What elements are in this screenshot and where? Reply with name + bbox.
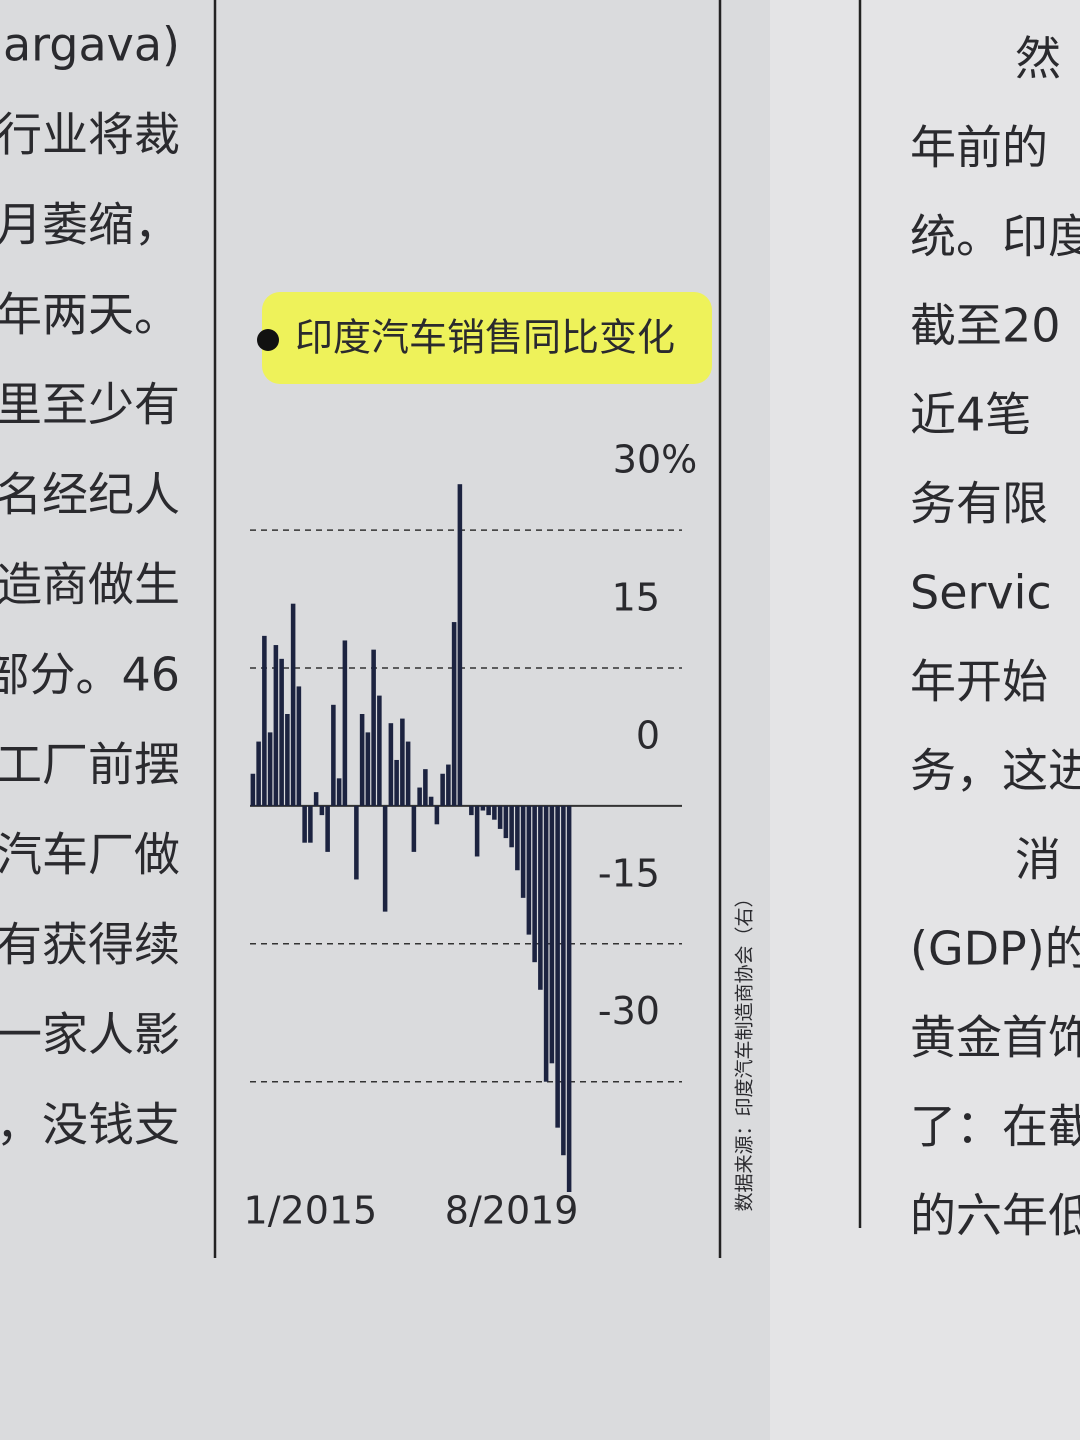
bar [405, 741, 411, 806]
body-text: 年两天。 [0, 288, 180, 342]
x-tick-label: 8/2019 [445, 1189, 579, 1233]
body-text: 消 [1015, 833, 1061, 887]
body-text: Servic [910, 566, 1052, 620]
body-text: 里至少有 [0, 378, 180, 432]
bar [561, 805, 566, 1156]
bar [411, 805, 417, 852]
bar [250, 773, 256, 806]
bar [273, 645, 279, 806]
bar [342, 640, 348, 806]
bar [520, 805, 526, 898]
bar [428, 796, 434, 806]
bar [331, 704, 336, 806]
bar [457, 484, 463, 806]
bar [451, 622, 457, 806]
bar [365, 732, 371, 806]
body-text: 近4笔 [910, 388, 1031, 442]
bar [302, 805, 307, 843]
body-text: 统。印度 [910, 210, 1080, 264]
bar [543, 805, 549, 1082]
source: 数据来源：印度汽车制造商协会（右） [734, 888, 756, 1211]
chart-title: 印度汽车销售同比变化 [295, 316, 675, 360]
bar [308, 805, 313, 843]
body-text: argava) [3, 18, 180, 72]
bar [256, 741, 261, 806]
body-text: 工厂前摆 [0, 738, 180, 792]
bar [486, 805, 491, 816]
bar [555, 805, 560, 1128]
bar [290, 603, 296, 806]
bar [400, 718, 405, 806]
body-text: 月萎缩， [0, 198, 180, 252]
bar [446, 764, 451, 806]
bar [423, 769, 428, 806]
bar [515, 805, 520, 871]
body-text: 务有限 [910, 477, 1048, 531]
y-tick-label: -15 [598, 851, 660, 895]
bar [417, 787, 422, 806]
bar [566, 805, 572, 1192]
y-tick-label: -30 [598, 989, 660, 1033]
bar [285, 714, 290, 806]
bar [532, 805, 537, 963]
bar [440, 773, 445, 806]
body-text: 截至20 [910, 299, 1061, 353]
bar [509, 805, 514, 848]
bar [549, 805, 555, 1064]
body-text: 了：在截 [910, 1100, 1080, 1154]
title-bullet [257, 329, 279, 351]
y-tick-label: 0 [636, 713, 660, 757]
bar [526, 805, 532, 935]
bar [371, 649, 376, 806]
bar [359, 714, 365, 806]
bar [382, 805, 388, 912]
bar [492, 805, 497, 820]
body-text: 名经纪人 [0, 468, 180, 522]
body-text: 有获得续 [0, 918, 180, 972]
body-text: 年开始 [910, 655, 1048, 709]
bar [497, 805, 503, 829]
x-tick-label: 1/2015 [244, 1189, 378, 1233]
bar [394, 759, 399, 806]
highlight [262, 292, 712, 384]
bar [388, 723, 394, 806]
bar [336, 778, 342, 806]
body-text: 一家人影 [0, 1008, 180, 1062]
y-tick-label: 15 [612, 576, 660, 620]
bar [377, 695, 382, 806]
body-text: 然 [1015, 32, 1061, 86]
body-text: 务，这进 [910, 744, 1080, 798]
body-text: 黄金首饰 [910, 1011, 1080, 1065]
bar [354, 805, 359, 880]
bar [434, 805, 440, 825]
right-page [770, 0, 1080, 1440]
body-text: 的六年低 [910, 1189, 1080, 1243]
body-text: ，没钱支 [0, 1098, 180, 1152]
bar [313, 792, 319, 806]
bar [267, 732, 273, 806]
bar [538, 805, 543, 990]
body-text: 年前的 [910, 121, 1048, 175]
bar [319, 805, 325, 816]
y-tick-label: 30% [613, 438, 697, 482]
body-text: 汽车厂做 [0, 828, 180, 882]
bar [262, 635, 267, 806]
bar [279, 658, 284, 806]
body-text: 部分。46 [0, 648, 180, 702]
body-text: (GDP)的 [910, 922, 1080, 976]
bar [469, 805, 474, 816]
bar [296, 686, 302, 806]
bar [474, 805, 480, 857]
bar [503, 805, 509, 839]
body-text: 造商做生 [0, 558, 180, 612]
bar [480, 805, 486, 811]
bar [325, 805, 330, 852]
body-text: 行业将裁 [0, 108, 180, 162]
